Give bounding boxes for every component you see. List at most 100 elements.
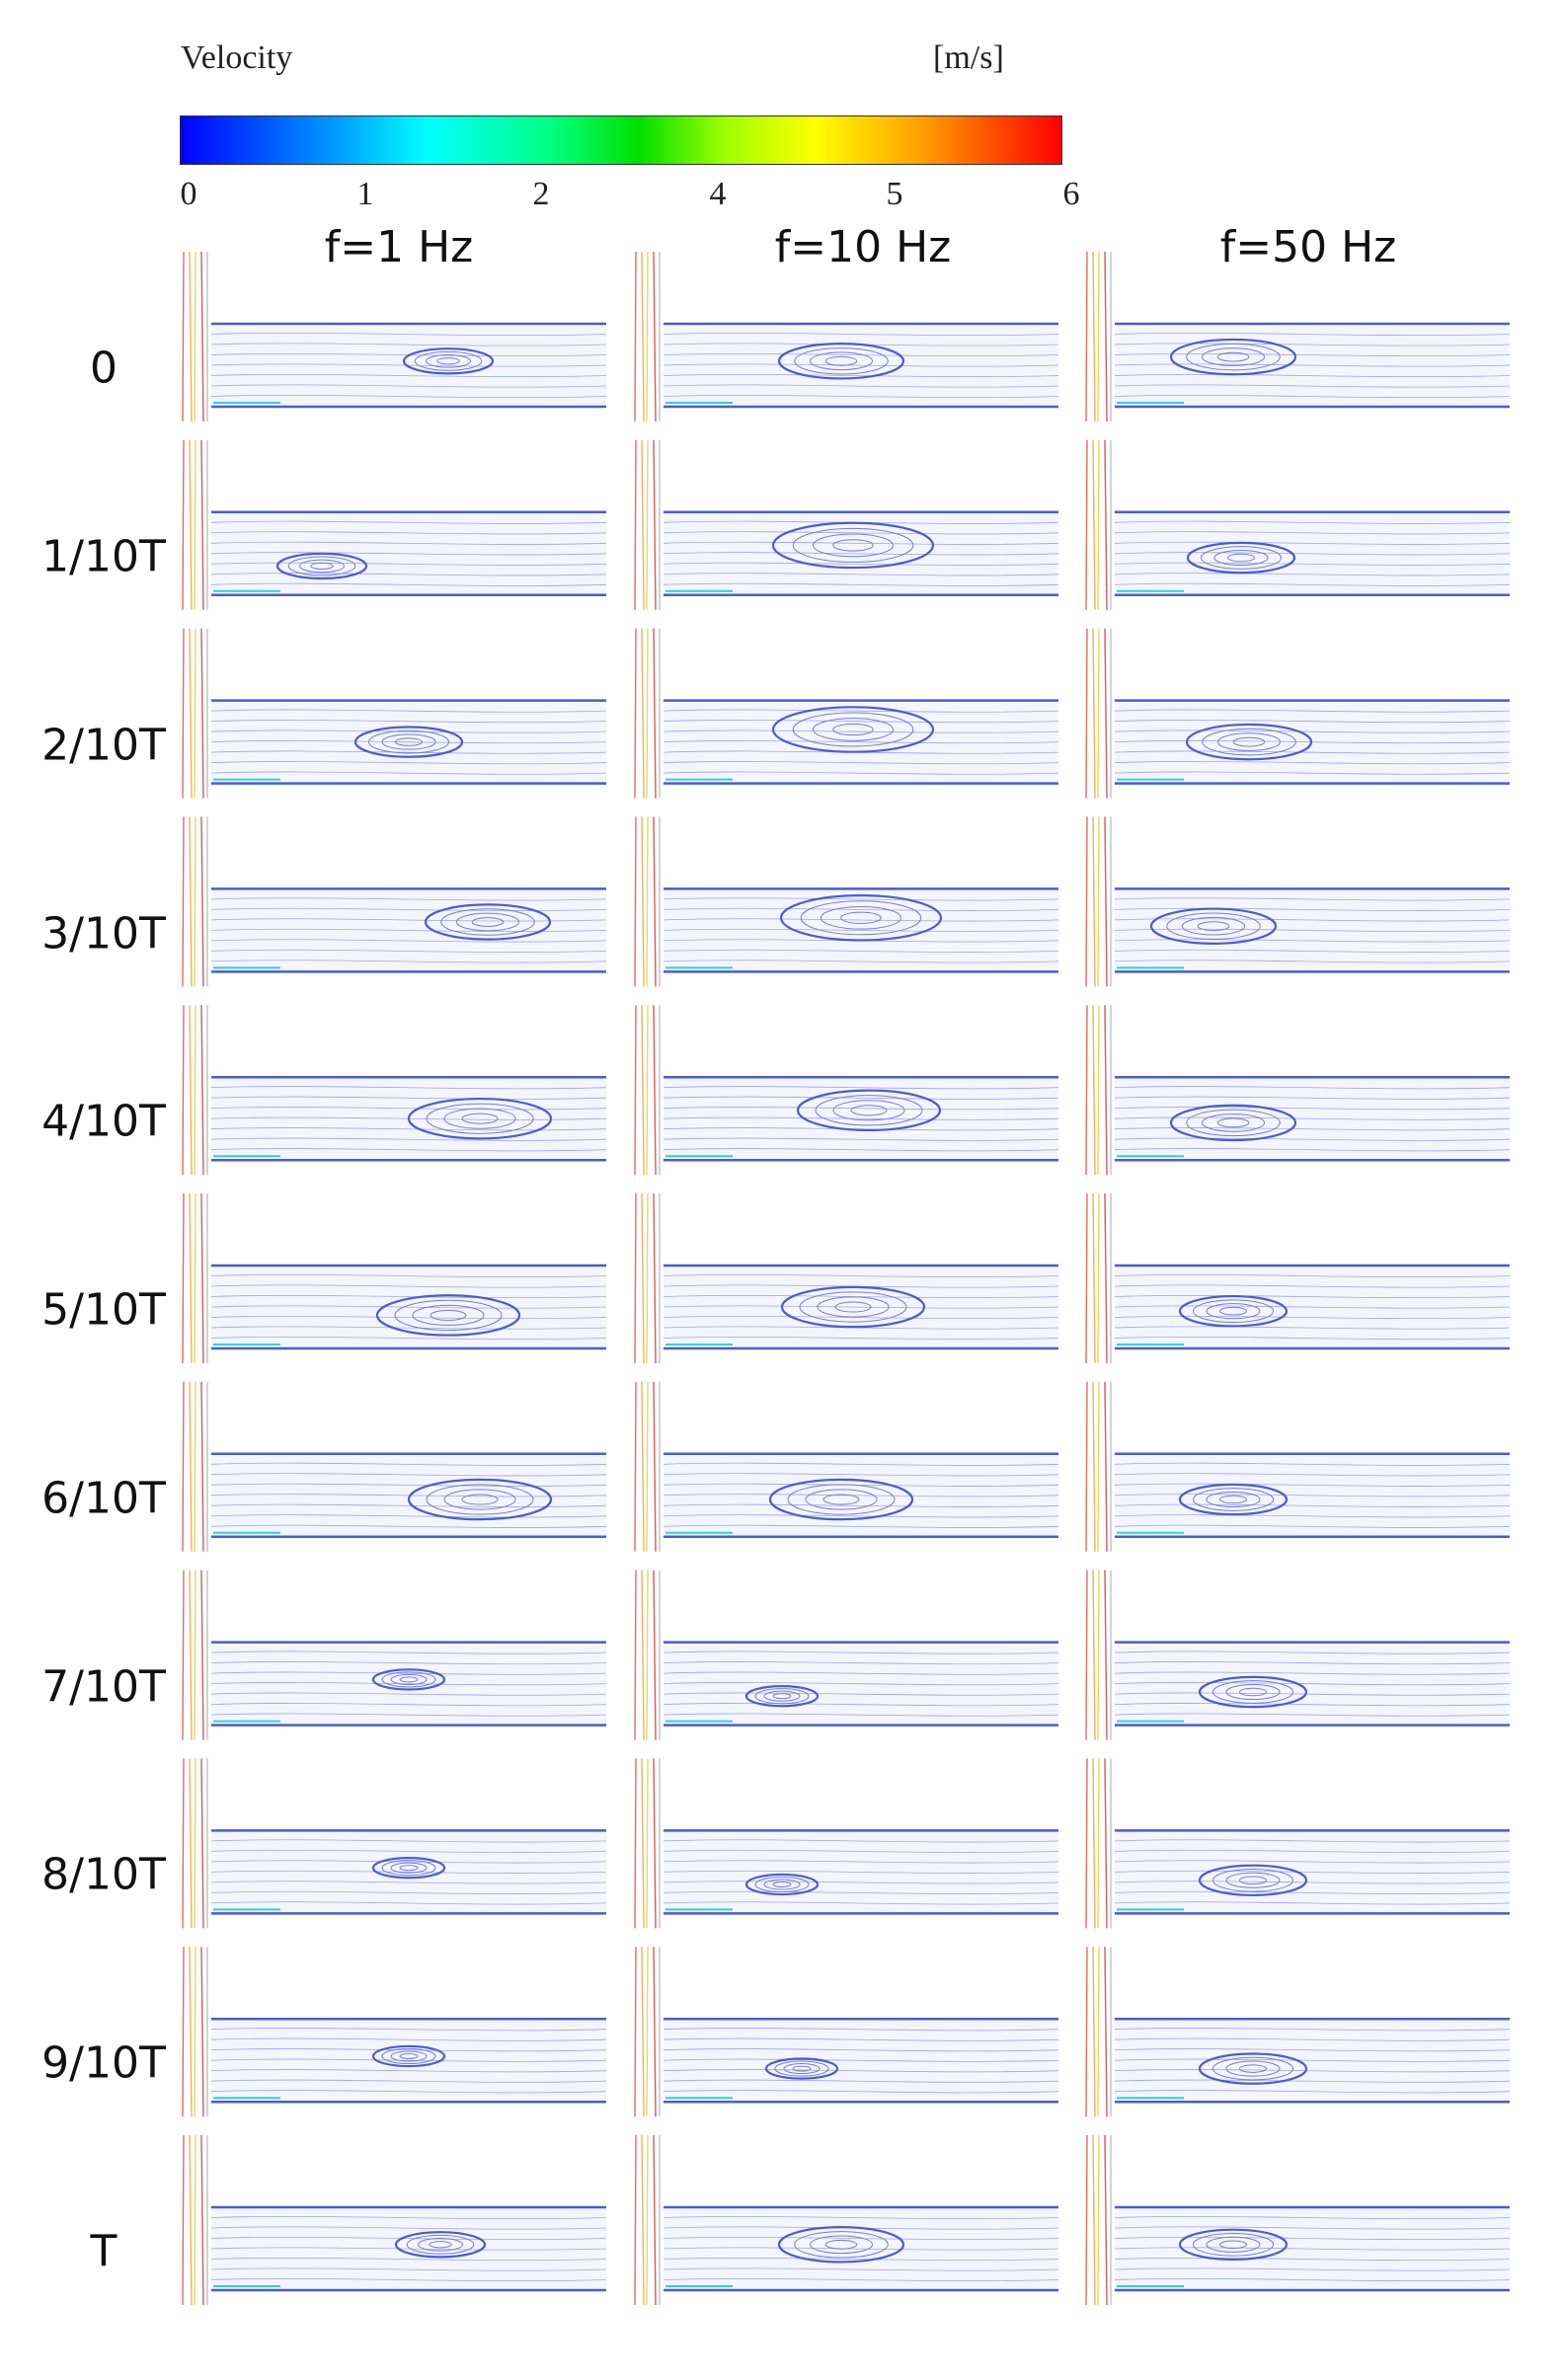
inlet-streamline [634,2134,637,2306]
channel-streamline [1114,2079,1511,2083]
inlet-streamline [641,439,645,610]
channel-streamline [210,573,607,576]
vortex-ring [1239,1876,1267,1885]
vortex-ring [1198,2052,1308,2085]
inlet-streamline [641,1570,645,1740]
channel-streamline [210,1294,607,1299]
channel-streamline [210,771,607,775]
channel-streamline [210,750,607,754]
channel-streamline [1114,1315,1511,1320]
vortex-ring [1212,1868,1293,1892]
row-label: 5/10T [41,1284,166,1336]
channel-streamline [210,1901,607,1905]
vortex-ring [783,2063,820,2075]
inlet-streamline [653,628,657,799]
channel-streamline [663,1703,1059,1707]
channel-streamline [1114,2247,1511,2251]
channel-streamline [1114,2236,1511,2241]
channel-streamline [210,363,607,367]
vortex-ring [424,903,552,941]
inlet-streamline [1085,1758,1088,1929]
vortex-ring [1193,2232,1274,2257]
channel-streamline [1114,1086,1511,1090]
vortex-ring [754,1876,810,1893]
inlet-streamline [200,1192,204,1364]
channel-streamline [1114,1326,1511,1330]
velocity-colorbar [180,115,1062,165]
vortex-ring [1216,351,1250,362]
inlet-streamline [653,1381,657,1552]
inlet-streamline [1104,1381,1108,1552]
channel-streamline [1114,1860,1511,1864]
vortex-ring [840,911,882,924]
inlet-streamline [1085,439,1088,610]
vortex-ring [1212,1680,1293,1704]
channel-streamline [1114,2090,1511,2094]
inlet-streamline [200,1005,204,1176]
inlet-streamline [634,1570,637,1740]
inlet-streamline [653,816,657,987]
vortex-ring [1166,912,1261,940]
channel-streamline [663,928,1059,932]
inlet-streamline [641,251,645,422]
vortex-ring [810,2235,873,2255]
channel-streamline [1114,2277,1511,2282]
row-label: T [90,2226,117,2277]
inlet-streamline [1092,1758,1096,1929]
channel-streamline [210,1336,607,1341]
channel-streamline [663,1473,1059,1477]
vortex-ring [813,533,894,558]
vortex-ring [850,1105,888,1116]
column-header: f=50 Hz [1219,222,1397,272]
channel-streamline [1114,2037,1511,2041]
vortex-ring [418,2238,463,2252]
channel-streamline [210,2090,607,2094]
channel-streamline [663,1682,1059,1686]
channel-streamline [1114,1703,1511,1707]
column-header: f=10 Hz [774,222,952,272]
channel-streamline [663,1860,1059,1864]
channel-streamline [210,2069,607,2073]
channel-streamline [1114,1116,1511,1120]
inlet-streamline [200,816,204,987]
inlet-streamline [646,1947,649,2117]
channel-streamline [210,1315,607,1320]
inlet-streamline [1085,2134,1088,2306]
channel-streamline [210,2079,607,2083]
channel-streamline [210,2048,607,2052]
channel-streamline [663,332,1059,337]
vortex-ring [394,2231,487,2259]
channel-streamline [663,2028,1059,2032]
channel-streamline [663,1116,1059,1120]
channel-streamline [210,2267,607,2271]
channel-streamline [1114,531,1511,535]
vortex-ring [792,712,914,747]
channel-streamline [1114,1890,1511,1894]
inlet-streamline [189,2134,193,2306]
channel-streamline [1114,2257,1511,2262]
vortex-ring [461,1113,499,1124]
inlet-streamline [1092,1947,1096,2117]
row-label: 8/10T [41,1849,166,1900]
channel-streamline [663,907,1059,911]
vortex-ring [1186,1109,1281,1137]
inlet-streamline [200,2134,204,2306]
inlet-streamline [1085,1381,1088,1552]
inlet-streamline [1092,1005,1096,1176]
channel-streamline [663,709,1059,713]
channel-streamline [1114,918,1511,922]
channel-streamline [210,541,607,545]
vortex-ring [371,1857,446,1880]
vortex-ring [1178,1294,1289,1328]
vortex-ring [402,347,495,375]
inlet-streamline [189,1381,193,1552]
vortex-ring [1198,1864,1308,1897]
vortex-ring [822,1494,860,1505]
vortex-ring [287,556,356,576]
channel-streamline [210,352,607,357]
vortex-ring [1217,732,1281,751]
channel-streamline [1114,1148,1511,1152]
vortex-ring [771,706,935,753]
vortex-ring [1201,546,1282,570]
inlet-streamline [646,2134,649,2306]
